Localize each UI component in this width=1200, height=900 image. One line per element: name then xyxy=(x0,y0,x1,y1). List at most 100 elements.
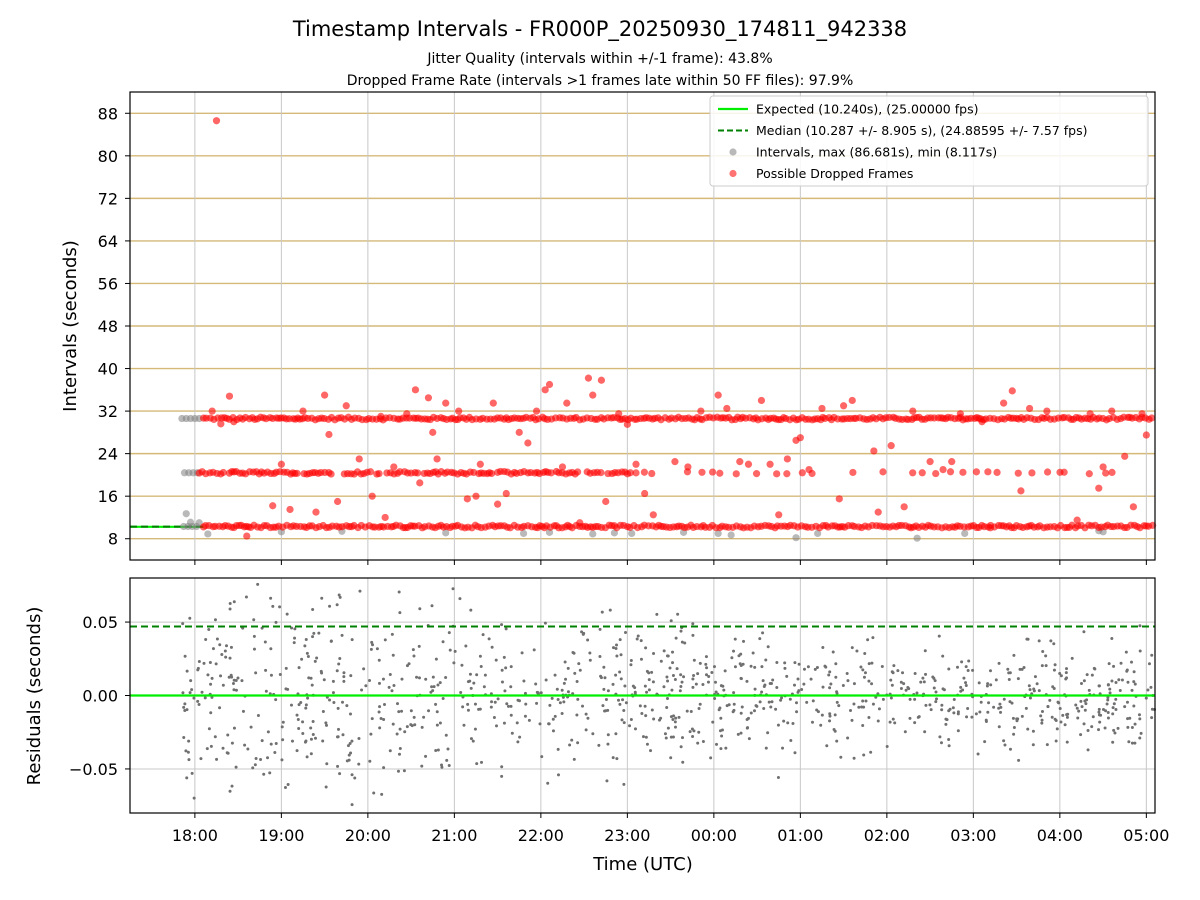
residual-point xyxy=(889,678,893,682)
residual-point xyxy=(560,711,564,715)
residual-point xyxy=(325,762,329,766)
residual-point xyxy=(733,665,737,669)
residual-point xyxy=(871,636,875,640)
residual-point xyxy=(1082,679,1086,683)
residual-point xyxy=(903,730,907,734)
residual-point xyxy=(1087,688,1091,692)
residual-point xyxy=(221,746,225,750)
residual-point xyxy=(638,704,642,708)
residual-point xyxy=(639,657,643,661)
residual-point xyxy=(1107,662,1111,666)
residual-point xyxy=(312,631,316,635)
residual-point xyxy=(281,720,285,724)
residual-point xyxy=(305,651,309,655)
residual-point xyxy=(705,666,709,670)
residual-point xyxy=(934,700,938,704)
residual-point xyxy=(673,725,677,729)
residual-point xyxy=(669,735,673,739)
residual-point xyxy=(434,657,438,661)
top-ytick-label: 8 xyxy=(108,530,118,549)
residual-point xyxy=(619,677,623,681)
residual-point xyxy=(304,706,308,710)
dropped-frame-point xyxy=(946,468,955,476)
residual-point xyxy=(368,678,372,682)
dropped-frame-point xyxy=(1086,410,1094,418)
dropped-frame-point xyxy=(848,396,856,405)
residual-point xyxy=(983,740,987,744)
dropped-frame-point xyxy=(840,402,848,410)
residual-point xyxy=(1044,664,1048,668)
residual-point xyxy=(967,659,971,663)
residual-point xyxy=(832,728,836,732)
residual-point xyxy=(430,604,434,608)
residual-point xyxy=(774,707,778,711)
residual-point xyxy=(964,665,968,669)
residual-point xyxy=(506,704,510,708)
residual-point xyxy=(679,673,683,677)
residual-point xyxy=(685,709,689,713)
residual-point xyxy=(196,699,200,703)
residual-point xyxy=(915,691,919,695)
residual-point xyxy=(1114,708,1118,712)
residual-point xyxy=(336,764,340,768)
residual-point xyxy=(1104,709,1108,713)
residual-point xyxy=(730,656,734,660)
residual-point xyxy=(301,720,305,724)
residual-point xyxy=(770,700,774,704)
residual-point xyxy=(1113,731,1117,735)
residual-point xyxy=(296,718,300,722)
residual-point xyxy=(644,735,648,739)
interval-point xyxy=(628,529,636,538)
residual-point xyxy=(183,654,187,658)
residual-point xyxy=(766,731,770,735)
dropped-frame-point xyxy=(463,495,471,503)
x-tick-label: 21:00 xyxy=(431,826,477,845)
residual-point xyxy=(489,705,493,709)
residual-point xyxy=(301,732,305,736)
residual-point xyxy=(297,727,301,731)
residual-point xyxy=(899,686,903,690)
residual-point xyxy=(397,590,401,594)
dropped-frame-point xyxy=(1108,407,1116,415)
residual-point xyxy=(1128,716,1132,720)
residual-point xyxy=(1064,671,1068,675)
residual-point xyxy=(471,739,475,743)
residual-point xyxy=(1106,710,1110,714)
residual-point xyxy=(952,697,956,701)
residual-point xyxy=(246,747,250,751)
residual-point xyxy=(434,702,438,706)
residual-point xyxy=(319,669,323,673)
residual-point xyxy=(959,685,963,689)
dropped-frame-point xyxy=(849,468,857,477)
residual-point xyxy=(391,653,395,657)
residual-point xyxy=(500,623,504,627)
residual-point xyxy=(573,671,577,675)
residual-point xyxy=(1007,671,1011,675)
dropped-frame-point xyxy=(744,460,753,468)
residual-point xyxy=(1144,696,1148,700)
residual-point xyxy=(289,703,293,707)
residual-point xyxy=(453,649,457,653)
residual-point xyxy=(348,741,352,745)
dropped-frame-point xyxy=(584,374,593,382)
residual-point xyxy=(940,703,944,707)
residual-point xyxy=(776,776,780,780)
residual-point xyxy=(719,716,723,720)
residual-point xyxy=(236,676,240,680)
residual-point xyxy=(1061,713,1065,717)
residual-point xyxy=(395,732,399,736)
residual-point xyxy=(304,637,308,641)
residual-point xyxy=(706,680,710,684)
residual-point xyxy=(434,749,438,753)
residual-point xyxy=(666,679,670,683)
residual-point xyxy=(1137,713,1141,717)
residual-point xyxy=(500,774,504,778)
chart-title: Timestamp Intervals - FR000P_20250930_17… xyxy=(292,17,907,42)
residual-point xyxy=(641,735,645,739)
residual-point xyxy=(532,648,536,652)
residual-point xyxy=(824,665,828,669)
residual-point xyxy=(183,702,187,706)
residual-point xyxy=(243,743,247,747)
residual-point xyxy=(1127,740,1131,744)
residual-point xyxy=(460,663,464,667)
